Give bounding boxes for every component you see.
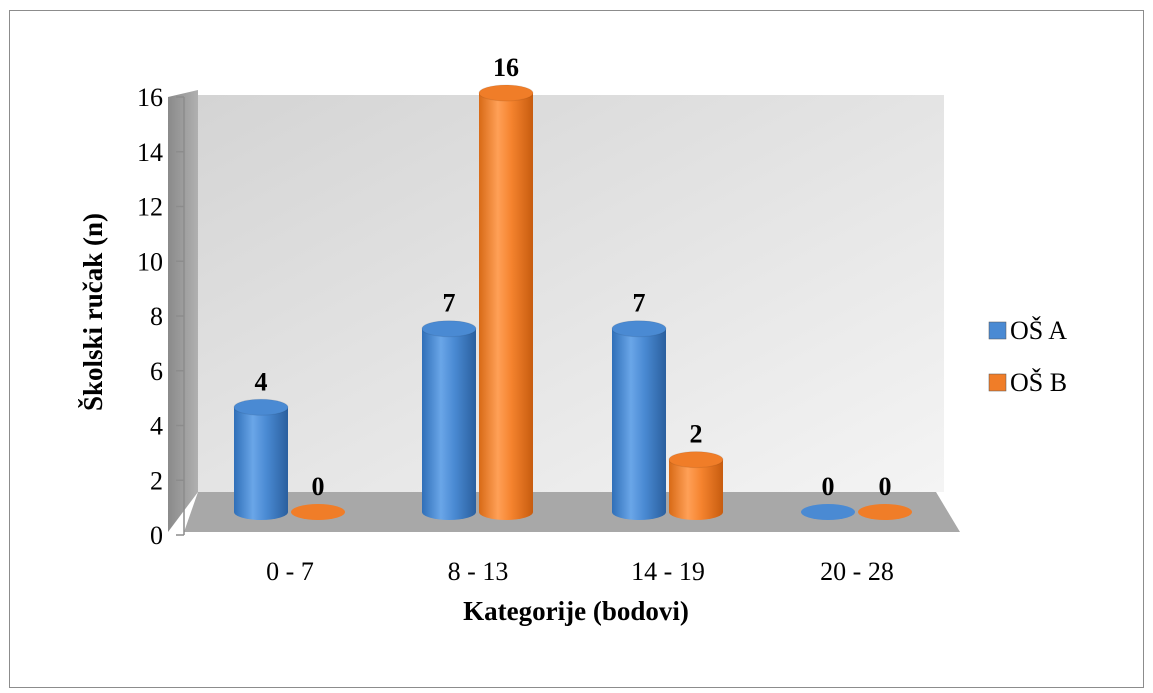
- y-tick-label: 0: [150, 521, 163, 550]
- x-tick-label: 0 - 7: [266, 557, 314, 586]
- y-tick-label: 12: [137, 193, 163, 222]
- y-ticks: 0 2 4 6 8 10 12 14 16: [137, 83, 184, 550]
- data-label: 7: [633, 289, 646, 318]
- data-label: 0: [822, 472, 835, 501]
- data-label: 16: [493, 53, 519, 82]
- category-labels: 0 - 7 8 - 13 14 - 19 20 - 28: [266, 557, 894, 586]
- legend-label: OŠ A: [1010, 316, 1067, 345]
- legend-item: OŠ A: [988, 316, 1067, 345]
- x-tick-label: 8 - 13: [448, 557, 509, 586]
- data-label: 4: [255, 367, 268, 396]
- bar-body: [669, 459, 723, 520]
- bar: [478, 84, 534, 520]
- y-tick-label: 8: [150, 302, 163, 331]
- bar: [291, 504, 345, 520]
- data-label: 0: [312, 472, 325, 501]
- data-label: 7: [443, 289, 456, 318]
- y-tick-label: 6: [150, 357, 163, 386]
- bar-top: [478, 84, 534, 102]
- bar-body: [234, 407, 288, 520]
- bar-top: [668, 451, 724, 469]
- bar-body: [479, 93, 533, 520]
- y-tick-label: 2: [150, 466, 163, 495]
- bar-disc: [801, 504, 855, 520]
- data-label: 2: [690, 420, 703, 449]
- bar-top: [233, 398, 289, 416]
- y-tick-label: 10: [137, 247, 163, 276]
- legend-swatch: [988, 321, 1007, 340]
- bar: [421, 320, 477, 520]
- bar-disc: [291, 504, 345, 520]
- bar-top: [611, 320, 667, 338]
- legend: OŠ A OŠ B: [988, 316, 1067, 397]
- x-tick-label: 20 - 28: [820, 557, 894, 586]
- bar: [801, 504, 855, 520]
- y-tick-label: 14: [137, 138, 163, 167]
- floor: [184, 492, 960, 532]
- bar-top: [421, 320, 477, 338]
- data-label: 0: [879, 472, 892, 501]
- back-wall: [198, 95, 944, 492]
- bars: [233, 84, 912, 520]
- legend-label: OŠ B: [1010, 368, 1067, 397]
- legend-item: OŠ B: [988, 368, 1067, 397]
- y-axis-title: Školski ručak (n): [78, 213, 108, 411]
- bar: [858, 504, 912, 520]
- y-tick-label: 4: [150, 412, 163, 441]
- bar-disc: [858, 504, 912, 520]
- y-tick-label: 16: [137, 83, 163, 112]
- data-labels: 4 0 7 16 7 2 0 0: [255, 53, 892, 501]
- bar: [668, 451, 724, 520]
- bar-body: [422, 328, 476, 520]
- side-wall: [168, 90, 198, 532]
- bar: [233, 398, 289, 520]
- legend-swatch: [988, 373, 1007, 392]
- x-tick-label: 14 - 19: [631, 557, 705, 586]
- bar-body: [612, 328, 666, 520]
- bar: [611, 320, 667, 520]
- x-axis-title: Kategorije (bodovi): [463, 596, 689, 626]
